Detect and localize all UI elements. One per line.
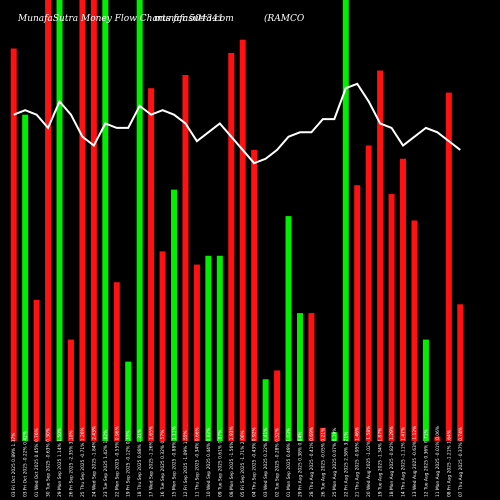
bar: [216, 255, 223, 441]
x-tick-label: 18 Mon Aug 2025 -0.82% 1.29%: [389, 426, 395, 497]
bar: [125, 361, 132, 441]
bar: [56, 0, 63, 441]
bar: [79, 0, 86, 441]
x-tick-label: 08 Mon Sep 2025 -1.56% 1.93%: [229, 426, 235, 497]
x-tick-label: 22 Mon Sep 2025 -0.55% 0.98%: [114, 426, 120, 497]
bar: [171, 189, 178, 441]
x-tick-label: 10 Wed Sep 2025 0.44% 0.82%: [206, 428, 212, 497]
bar: [434, 436, 441, 441]
x-tick-label: 25 Thu Sep 2025 -0.71% 1.26%: [80, 427, 86, 497]
x-tick-label: 03 Fri Oct 2025 -0.22% 0.42%: [23, 431, 29, 497]
x-tick-label: 14 Thu Aug 2025 -1.11% 1.47%: [401, 427, 407, 497]
bar: [411, 220, 418, 441]
bar: [159, 251, 166, 441]
x-tick-label: 26 Tue Aug 2025 -0.05% 0.21%: [320, 428, 326, 497]
x-tick-label: 11 Mon Aug 2025 -0.01% 0.06%: [435, 426, 441, 497]
bar: [296, 313, 303, 441]
x-tick-label: 25 Mon Aug 2025 0.07% 0.19%: [332, 428, 338, 497]
bar: [342, 0, 349, 441]
bar: [67, 339, 74, 441]
bar: [422, 339, 429, 441]
x-axis-tick-labels: 03 Fri Oct 2025 0.89% 1.37% 03 Fri Oct 20…: [11, 426, 464, 497]
bar: [388, 194, 395, 441]
bar: [365, 145, 372, 441]
x-tick-label: 11 Thu Sep 2025 -0.34% 0.66%: [194, 427, 200, 497]
x-tick-label: 21 Thu Aug 2025 -0.95% 1.46%: [355, 427, 361, 497]
bar: [239, 39, 246, 441]
bar: [102, 0, 109, 441]
bar: [457, 304, 464, 441]
x-tick-label: 07 Thu Aug 2025 -0.37% 0.74%: [458, 427, 464, 497]
bar: [354, 185, 361, 441]
x-tick-label: 30 Tue Sep 2025 -0.63% 0.30%: [46, 428, 52, 497]
site-name: munafasutra.com: [154, 14, 234, 24]
bar: [182, 74, 189, 441]
bar: [148, 88, 155, 441]
bar: [377, 70, 384, 441]
bar: [33, 299, 40, 441]
x-tick-label: 13 Wed Aug 2025 -0.63% 1.12%: [412, 426, 418, 497]
bar: [22, 114, 29, 441]
x-tick-label: 01 Mon Sep 2025 0.49% 1.03%: [286, 428, 292, 497]
bar: [251, 149, 258, 441]
x-tick-label: 12 Tue Aug 2025 0.36% 0.71%: [423, 429, 429, 497]
bar: [400, 158, 407, 441]
bar: [10, 48, 17, 441]
x-tick-label: 19 Tue Aug 2025 -1.34% 1.87%: [378, 428, 384, 497]
bar: [136, 0, 143, 441]
bar: [205, 255, 212, 441]
x-tick-label: 24 Wed Sep 2025 -1.84% 2.43%: [91, 426, 97, 497]
x-tick-label: 16 Tue Sep 2025 0.32% 0.57%: [160, 430, 166, 497]
x-tick-label: 29 Fri Aug 2025 0.38% 0.64%: [297, 432, 303, 497]
bar: [90, 0, 97, 441]
money-flow-line: [13, 82, 461, 165]
x-tick-label: 26 Fri Sep 2025 -2.35% 3.10%: [68, 430, 74, 497]
x-tick-label: 03 Wed Sep 2025 0.22% 0.41%: [263, 428, 269, 497]
x-tick-label: 29 Mon Sep 2025 1.14% 1.50%: [57, 428, 63, 497]
brand-title: MunafaSutra Money Flow Charts for 504341: [18, 14, 224, 24]
bar: [45, 0, 52, 441]
bar: [445, 92, 452, 442]
bar: [274, 370, 281, 441]
x-tick-label: 05 Fri Sep 2025 -1.71% 2.06%: [240, 430, 246, 497]
x-tick-label: 12 Fri Sep 2025 -1.09% 1.55%: [183, 430, 189, 497]
bar: [113, 282, 120, 441]
stock-symbol: (RAMCO: [264, 14, 305, 24]
x-tick-label: 08 Fri Aug 2025 -1.21% 1.64%: [446, 430, 452, 497]
x-tick-label: 03 Fri Oct 2025 0.89% 1.37%: [11, 433, 17, 497]
x-tick-label: 28 Thu Aug 2025 -0.41% 0.69%: [309, 427, 315, 497]
bar: [319, 427, 326, 441]
bar: [331, 432, 338, 441]
x-tick-label: 04 Thu Sep 2025 -0.43% 0.92%: [252, 427, 258, 497]
bar: [262, 379, 269, 441]
x-tick-label: 22 Fri Aug 2025 2.58% 3.21%: [343, 432, 349, 497]
x-tick-label: 02 Tue Sep 2025 -0.28% 0.52%: [275, 428, 281, 497]
x-tick-label: 17 Wed Sep 2025 -1.26% 1.65%: [149, 426, 155, 497]
x-tick-label: 18 Thu Sep 2025 0.88% 1.21%: [137, 429, 143, 497]
bar: [228, 52, 235, 442]
x-tick-label: 09 Tue Sep 2025 0.61% 0.97%: [217, 430, 223, 497]
bar: [285, 216, 292, 441]
x-tick-label: 20 Wed Aug 2025 -1.02% 1.58%: [366, 426, 372, 497]
x-tick-label: 23 Tue Sep 2025 1.42% 1.82%: [103, 430, 109, 497]
bar-series: [10, 0, 464, 442]
x-tick-label: 15 Mon Sep 2025 -0.88% 1.11%: [172, 426, 178, 497]
x-tick-label: 01 Wed Oct 2025 0.45% 0.76%: [34, 428, 40, 497]
bar: [193, 264, 200, 441]
bar: [308, 313, 315, 441]
x-tick-label: 19 Fri Sep 2025 -0.12% 0.33%: [126, 430, 132, 497]
